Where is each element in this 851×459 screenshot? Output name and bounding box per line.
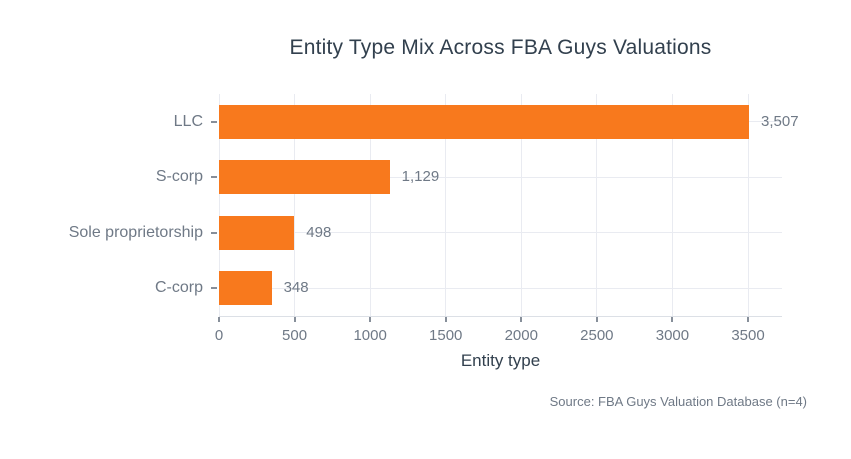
x-tick-mark [520,317,523,322]
x-tick-mark [747,317,749,322]
x-tick-mark [293,317,296,322]
y-category-label: S-corp [155,168,203,186]
gridline-vertical [520,94,522,316]
x-tick-mark [369,317,372,322]
chart-title: Entity Type Mix Across FBA Guys Valuatio… [289,36,712,59]
y-tick-mark [211,120,217,123]
y-tick-mark [211,176,217,179]
bar-c-corp [219,271,272,306]
bar-s-corp [219,160,390,195]
gridline-vertical [747,94,749,316]
x-axis-title: Entity type [460,351,541,370]
gridline-vertical [445,94,447,316]
x-tick-label: 3500 [731,327,765,344]
x-tick-mark [595,317,598,322]
x-tick-label: 0 [214,327,224,344]
gridline-vertical [671,94,673,316]
bar-sole-proprietorship [219,215,295,250]
bar-value-label: 348 [283,279,309,297]
plot-area: 3,507 1,129 498 348 [218,94,799,316]
bar-value-label: 498 [306,223,332,241]
x-axis-line [219,316,782,317]
y-category-label: Sole proprietorship [68,223,203,241]
gridline-vertical [596,94,598,316]
y-tick-mark [211,231,217,234]
y-tick-mark [211,287,217,290]
x-tick-label: 3000 [655,327,690,344]
x-tick-label: 1500 [429,327,463,344]
gridline-vertical [218,94,220,316]
x-tick-label: 500 [282,327,308,344]
x-tick-mark [671,317,674,322]
x-tick-label: 1000 [353,327,387,344]
x-tick-label: 2000 [504,327,538,344]
bar-value-label: 3,507 [761,112,799,130]
gridline-horizontal [219,176,782,178]
gridline-horizontal [219,287,782,289]
gridline-vertical [369,94,371,316]
gridline-horizontal [219,232,782,234]
x-tick-mark [218,317,220,322]
x-tick-label: 2500 [580,327,614,344]
bar-value-label: 1,129 [401,168,440,186]
x-tick-mark [444,317,447,322]
bar-llc [219,104,750,139]
gridline-vertical [294,94,296,316]
source-note: Source: FBA Guys Valuation Database (n=4… [549,394,807,409]
y-category-label: C-corp [154,279,203,297]
y-category-label: LLC [173,112,203,130]
